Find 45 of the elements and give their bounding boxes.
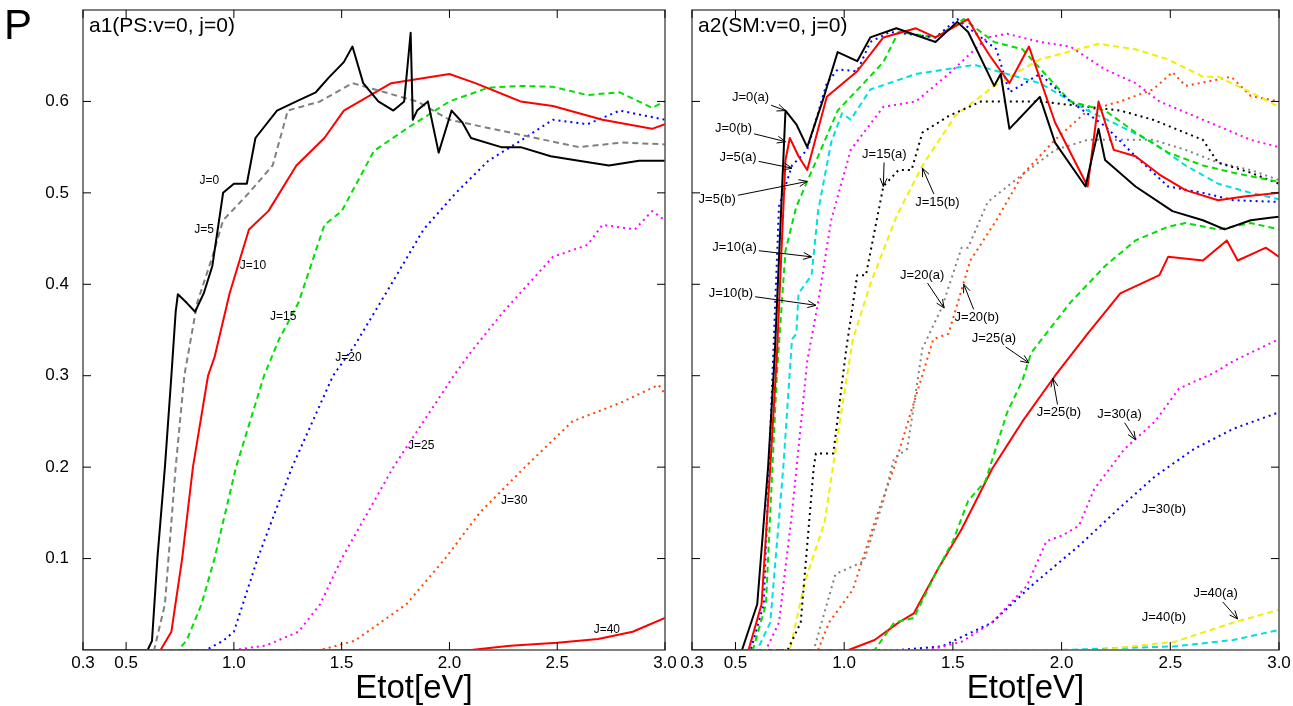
x-tick-label: 2.5	[1158, 652, 1183, 672]
annotation: J=10	[239, 258, 267, 273]
y-tick-label: 0.5	[45, 182, 69, 202]
annotation: J=0	[199, 173, 220, 188]
x-tick-label: 1.5	[941, 652, 965, 672]
x-tick-label: 0.5	[723, 652, 748, 672]
annotation: J=40(b)	[1141, 608, 1187, 624]
x-tick-label: 1.0	[222, 652, 246, 672]
annotation: J=30(a)	[1097, 406, 1142, 422]
annotation: J=15	[270, 308, 297, 323]
annotation: J=25	[407, 438, 435, 453]
x-tick-label: 1.0	[832, 652, 857, 672]
annotation: J=40	[593, 622, 621, 637]
text: P	[4, 0, 33, 48]
annotation: J=20(b)	[954, 308, 999, 324]
x-tick-label: 3.0	[653, 652, 677, 672]
annotation: J=25(b)	[1036, 404, 1082, 420]
chart-title: a1(PS:v=0, j=0)	[89, 13, 235, 37]
y-tick-label: 0.1	[45, 548, 69, 568]
annotation: J=20	[335, 349, 362, 364]
annotation: J=15(b)	[915, 193, 960, 209]
annotation: J=25(a)	[971, 330, 1017, 346]
annotation: J=10(b)	[708, 284, 754, 300]
annotation: J=0(b)	[714, 120, 753, 136]
annotation: J=5	[194, 221, 215, 236]
x-tick-label: 3.0	[1267, 652, 1291, 672]
annotation: J=40(a)	[1193, 585, 1238, 601]
y-tick-label: 0.3	[45, 365, 69, 385]
x-tick-label: 0.5	[114, 652, 138, 672]
annotation: J=5(b)	[698, 191, 736, 207]
x-tick-label: 1.5	[329, 652, 354, 672]
y-tick-label: 0.4	[45, 273, 69, 293]
annotation: J=10(a)	[712, 239, 757, 255]
y-tick-label: 0.2	[45, 456, 69, 476]
annotation: J=30(b)	[1141, 501, 1187, 517]
x-tick-label: 2.5	[545, 652, 570, 672]
annotation: J=0(a)	[731, 89, 770, 105]
annotation: J=20(a)	[899, 266, 945, 282]
annotation: J=5(a)	[719, 148, 757, 164]
x-tick-label: 0.3	[680, 652, 704, 672]
annotation: J=15(a)	[862, 146, 907, 162]
x-tick-label: 0.3	[71, 652, 95, 672]
y-tick-label: 0.6	[45, 91, 69, 111]
chart-title: a2(SM:v=0, j=0)	[698, 13, 848, 37]
annotation: J=30	[501, 493, 528, 508]
